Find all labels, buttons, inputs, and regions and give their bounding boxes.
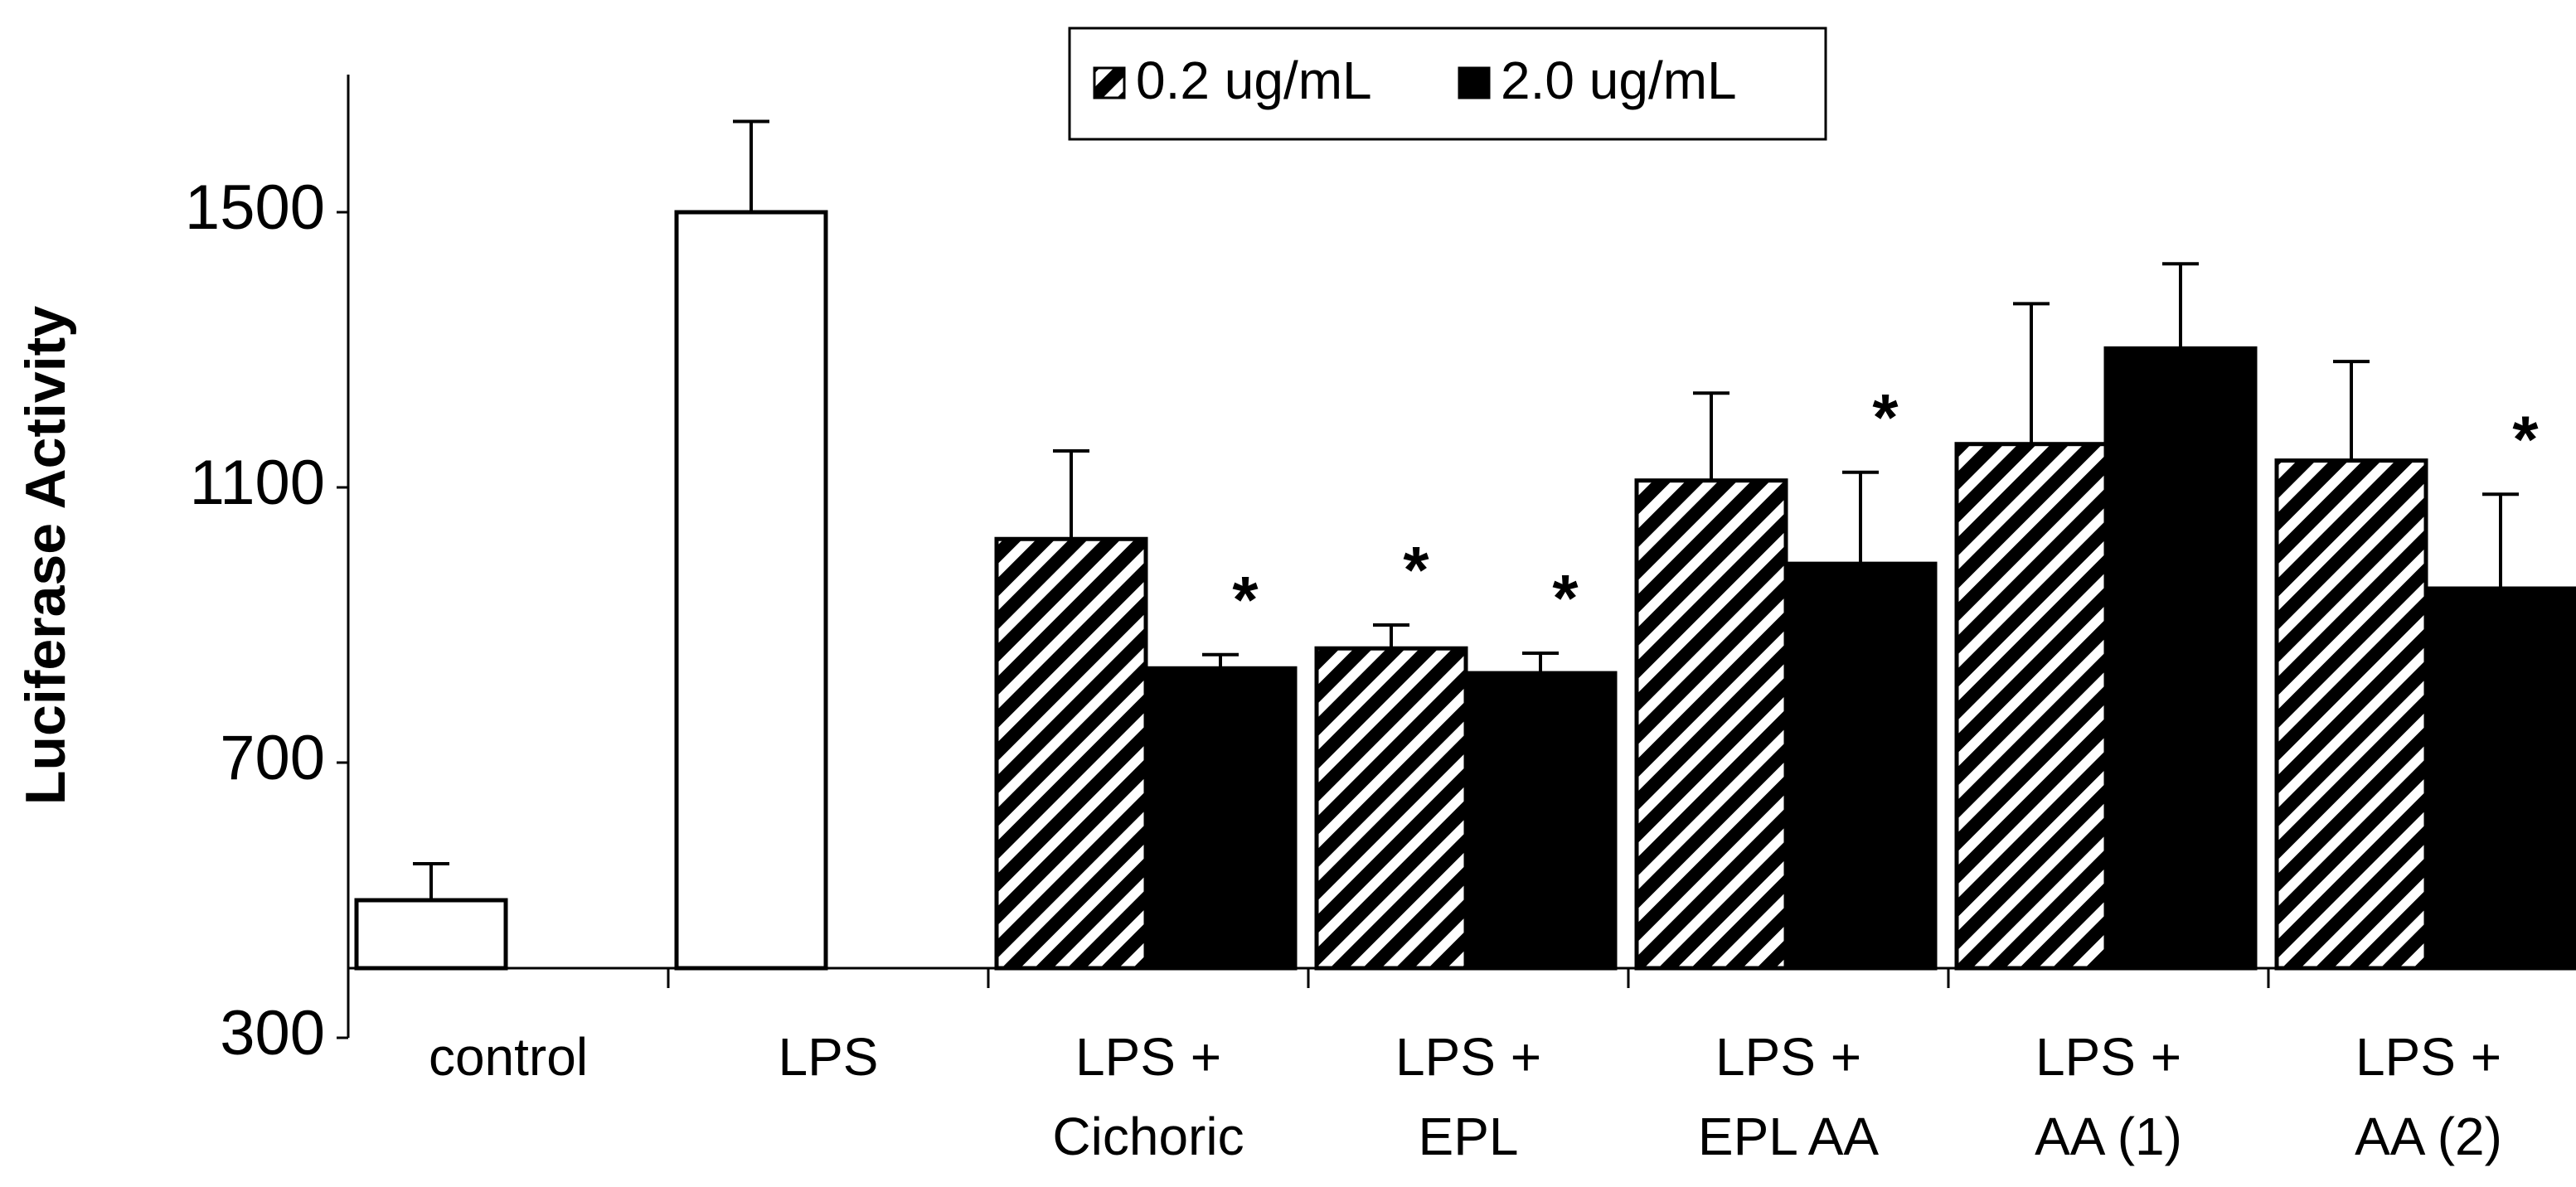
x-tick-label: LPS +	[1715, 1027, 1861, 1087]
x-tick-label: AA (1)	[2035, 1107, 2182, 1166]
error-bar	[1522, 652, 1559, 674]
x-tick-label: LPS +	[2035, 1027, 2181, 1087]
y-tick-label: 300	[220, 998, 325, 1068]
error-bar	[1373, 623, 1409, 649]
x-tick-label: AA (2)	[2355, 1107, 2502, 1166]
x-tick-label: EPL	[1419, 1107, 1519, 1166]
significance-mark: *	[1403, 533, 1429, 607]
x-tick-label: LPS +	[2355, 1027, 2501, 1087]
bar	[2423, 586, 2576, 971]
error-bar	[2162, 262, 2199, 349]
bar	[2103, 346, 2258, 971]
y-tick-label: 700	[220, 723, 325, 793]
error-bar	[1202, 652, 1239, 669]
x-tick-label: control	[429, 1027, 588, 1087]
y-axis-label: Luciferase Activity	[14, 306, 77, 805]
significance-mark: *	[1232, 563, 1259, 637]
x-tick-label: EPL AA	[1698, 1107, 1880, 1166]
legend-box	[1068, 27, 1827, 141]
bar	[1783, 561, 1938, 971]
y-tick-label: 1100	[190, 448, 325, 518]
error-bar	[413, 862, 449, 900]
x-tick-label: LPS +	[1395, 1027, 1541, 1087]
significance-mark: *	[2512, 402, 2539, 476]
legend-swatch	[1458, 66, 1491, 99]
bar	[674, 210, 828, 971]
legend-label: 0.2 ug/mL	[1136, 51, 1372, 110]
bar	[354, 898, 508, 971]
bar	[1463, 671, 1618, 971]
x-tick-label: Cichoric	[1052, 1107, 1244, 1166]
error-bar	[1053, 449, 1089, 540]
error-bar	[1842, 470, 1879, 564]
bar	[1314, 646, 1468, 971]
bar	[994, 536, 1148, 971]
bar	[1954, 442, 2108, 971]
significance-mark: *	[1552, 561, 1579, 635]
bar	[1634, 478, 1788, 971]
x-tick-label: LPS +	[1075, 1027, 1221, 1087]
y-tick-label: 1500	[185, 172, 325, 243]
error-bar	[1693, 391, 1729, 481]
significance-mark: *	[1872, 380, 1899, 454]
error-bar	[2013, 302, 2050, 444]
error-bar	[733, 119, 769, 212]
x-tick-label: LPS	[779, 1027, 879, 1087]
error-bar	[2482, 492, 2519, 589]
bar	[1143, 666, 1298, 971]
legend-swatch	[1093, 66, 1126, 99]
bar	[2274, 458, 2428, 971]
error-bar	[2333, 360, 2370, 461]
legend-label: 2.0 ug/mL	[1501, 51, 1737, 110]
